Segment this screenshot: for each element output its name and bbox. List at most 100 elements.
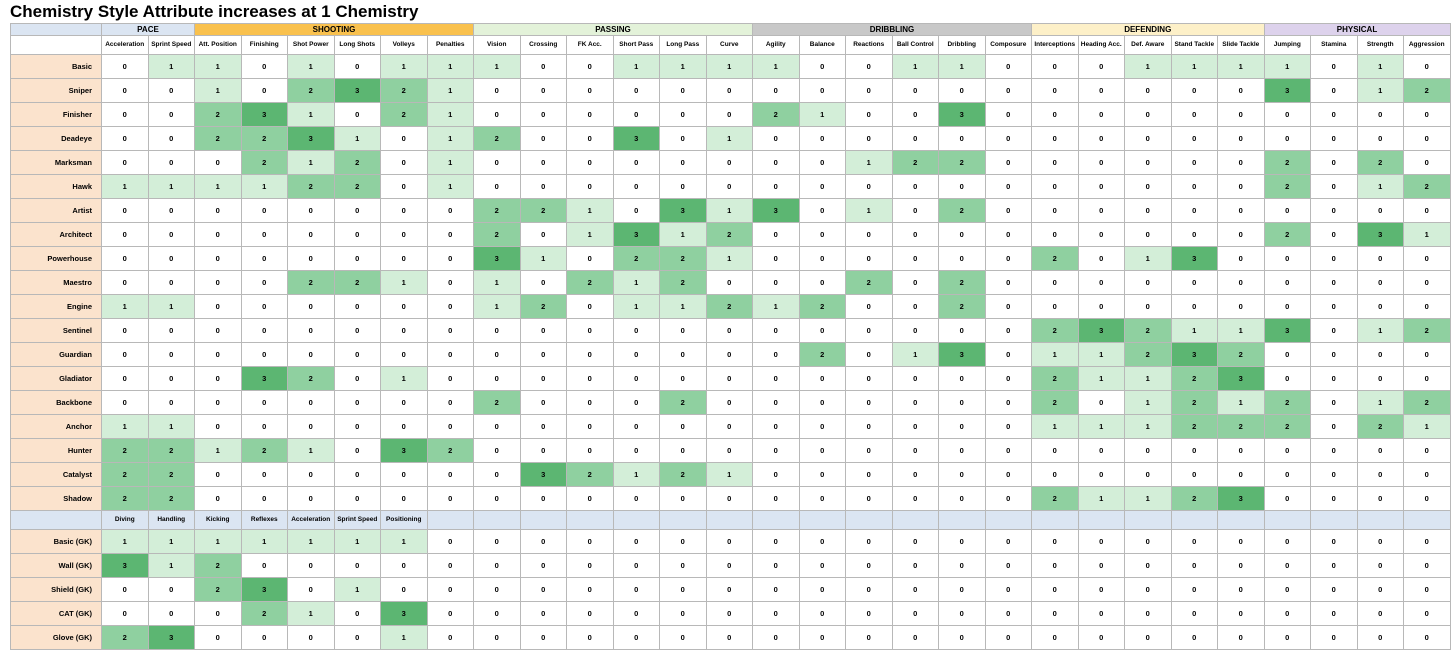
value-cell: 0 — [984, 553, 1032, 578]
value-cell: 0 — [1031, 529, 1079, 554]
value-cell: 1 — [705, 54, 753, 79]
value-cell: 0 — [473, 462, 521, 487]
value-cell: 0 — [101, 318, 149, 343]
value-cell: 0 — [1031, 438, 1079, 463]
value-cell: 0 — [333, 222, 381, 247]
table-row: Artist 0 0 0 0 0 0 0 0 2 2 1 0 3 1 3 0 1 0 2 0 0 0 0 0 0 0 0 0 0 — [10, 198, 1451, 223]
value-cell: 0 — [287, 342, 335, 367]
row-label: Backbone — [10, 390, 102, 415]
value-cell: 1 — [287, 601, 335, 626]
value-cell: 0 — [240, 486, 288, 511]
value-cell: 0 — [1310, 529, 1358, 554]
value-cell: 0 — [1403, 150, 1451, 175]
column-header: Long Pass — [659, 35, 707, 55]
value-cell: 2 — [1263, 174, 1311, 199]
value-cell: 0 — [1356, 438, 1404, 463]
value-cell: 0 — [194, 601, 242, 626]
value-cell: 1 — [1263, 54, 1311, 79]
gk-header-empty — [1263, 510, 1311, 530]
group-header-pace: PACE — [101, 23, 195, 36]
table-row: Gladiator 0 0 0 3 2 0 1 0 0 0 0 0 0 0 0 0 0 0 0 0 2 1 1 2 3 0 0 0 0 — [10, 366, 1451, 391]
table-row: Deadeye 0 0 2 2 3 1 0 1 2 0 0 3 0 1 0 0 0 0 0 0 0 0 0 0 0 0 0 0 0 — [10, 126, 1451, 151]
value-cell: 1 — [473, 294, 521, 319]
value-cell: 0 — [1310, 294, 1358, 319]
value-cell: 1 — [101, 529, 149, 554]
value-cell: 1 — [1077, 366, 1125, 391]
value-cell: 0 — [798, 366, 846, 391]
value-cell: 0 — [1310, 54, 1358, 79]
value-cell: 0 — [519, 102, 567, 127]
value-cell: 0 — [1217, 78, 1265, 103]
value-cell: 0 — [659, 601, 707, 626]
value-cell: 0 — [1403, 126, 1451, 151]
value-cell: 3 — [240, 577, 288, 602]
value-cell: 0 — [1077, 577, 1125, 602]
value-cell: 0 — [1170, 102, 1218, 127]
value-cell: 1 — [194, 78, 242, 103]
value-cell: 0 — [566, 318, 614, 343]
value-cell: 1 — [612, 270, 660, 295]
value-cell: 1 — [333, 577, 381, 602]
value-cell: 0 — [1356, 342, 1404, 367]
value-cell: 1 — [1356, 78, 1404, 103]
value-cell: 0 — [380, 553, 428, 578]
value-cell: 3 — [612, 126, 660, 151]
value-cell: 0 — [1263, 102, 1311, 127]
value-cell: 0 — [473, 102, 521, 127]
value-cell: 0 — [333, 553, 381, 578]
page-title: Chemistry Style Attribute increases at 1… — [10, 2, 419, 21]
gk-header-empty — [705, 510, 753, 530]
value-cell: 1 — [1217, 54, 1265, 79]
value-cell: 2 — [1263, 222, 1311, 247]
value-cell: 0 — [984, 54, 1032, 79]
value-cell: 1 — [705, 198, 753, 223]
value-cell: 0 — [1031, 54, 1079, 79]
value-cell: 0 — [1170, 625, 1218, 650]
row-label: Glove (GK) — [10, 625, 102, 650]
value-cell: 0 — [1310, 270, 1358, 295]
value-cell: 0 — [891, 438, 939, 463]
value-cell: 0 — [752, 342, 800, 367]
value-cell: 0 — [287, 486, 335, 511]
value-cell: 0 — [1217, 198, 1265, 223]
value-cell: 1 — [566, 222, 614, 247]
value-cell: 2 — [938, 150, 986, 175]
value-cell: 1 — [426, 174, 474, 199]
value-cell: 0 — [984, 174, 1032, 199]
value-cell: 1 — [426, 78, 474, 103]
value-cell: 0 — [1077, 270, 1125, 295]
value-cell: 0 — [798, 553, 846, 578]
value-cell: 1 — [1124, 390, 1172, 415]
value-cell: 0 — [938, 438, 986, 463]
gk-header-empty — [1077, 510, 1125, 530]
row-label: Catalyst — [10, 462, 102, 487]
value-cell: 2 — [147, 462, 195, 487]
value-cell: 0 — [891, 174, 939, 199]
value-cell: 0 — [938, 601, 986, 626]
value-cell: 0 — [426, 529, 474, 554]
value-cell: 0 — [1077, 625, 1125, 650]
value-cell: 0 — [1310, 150, 1358, 175]
value-cell: 1 — [938, 54, 986, 79]
value-cell: 0 — [333, 462, 381, 487]
value-cell: 0 — [938, 78, 986, 103]
gk-header-empty — [845, 510, 893, 530]
value-cell: 0 — [147, 102, 195, 127]
value-cell: 1 — [1403, 414, 1451, 439]
value-cell: 0 — [1310, 414, 1358, 439]
value-cell: 2 — [1403, 78, 1451, 103]
value-cell: 0 — [1077, 390, 1125, 415]
gk-column-header: Handling — [147, 510, 195, 530]
value-cell: 0 — [1310, 318, 1358, 343]
value-cell: 0 — [380, 150, 428, 175]
value-cell: 0 — [1310, 462, 1358, 487]
value-cell: 2 — [1403, 318, 1451, 343]
value-cell: 2 — [798, 342, 846, 367]
value-cell: 2 — [891, 150, 939, 175]
value-cell: 0 — [473, 553, 521, 578]
value-cell: 0 — [938, 126, 986, 151]
value-cell: 0 — [426, 486, 474, 511]
value-cell: 0 — [147, 342, 195, 367]
row-label: Shield (GK) — [10, 577, 102, 602]
value-cell: 0 — [612, 150, 660, 175]
